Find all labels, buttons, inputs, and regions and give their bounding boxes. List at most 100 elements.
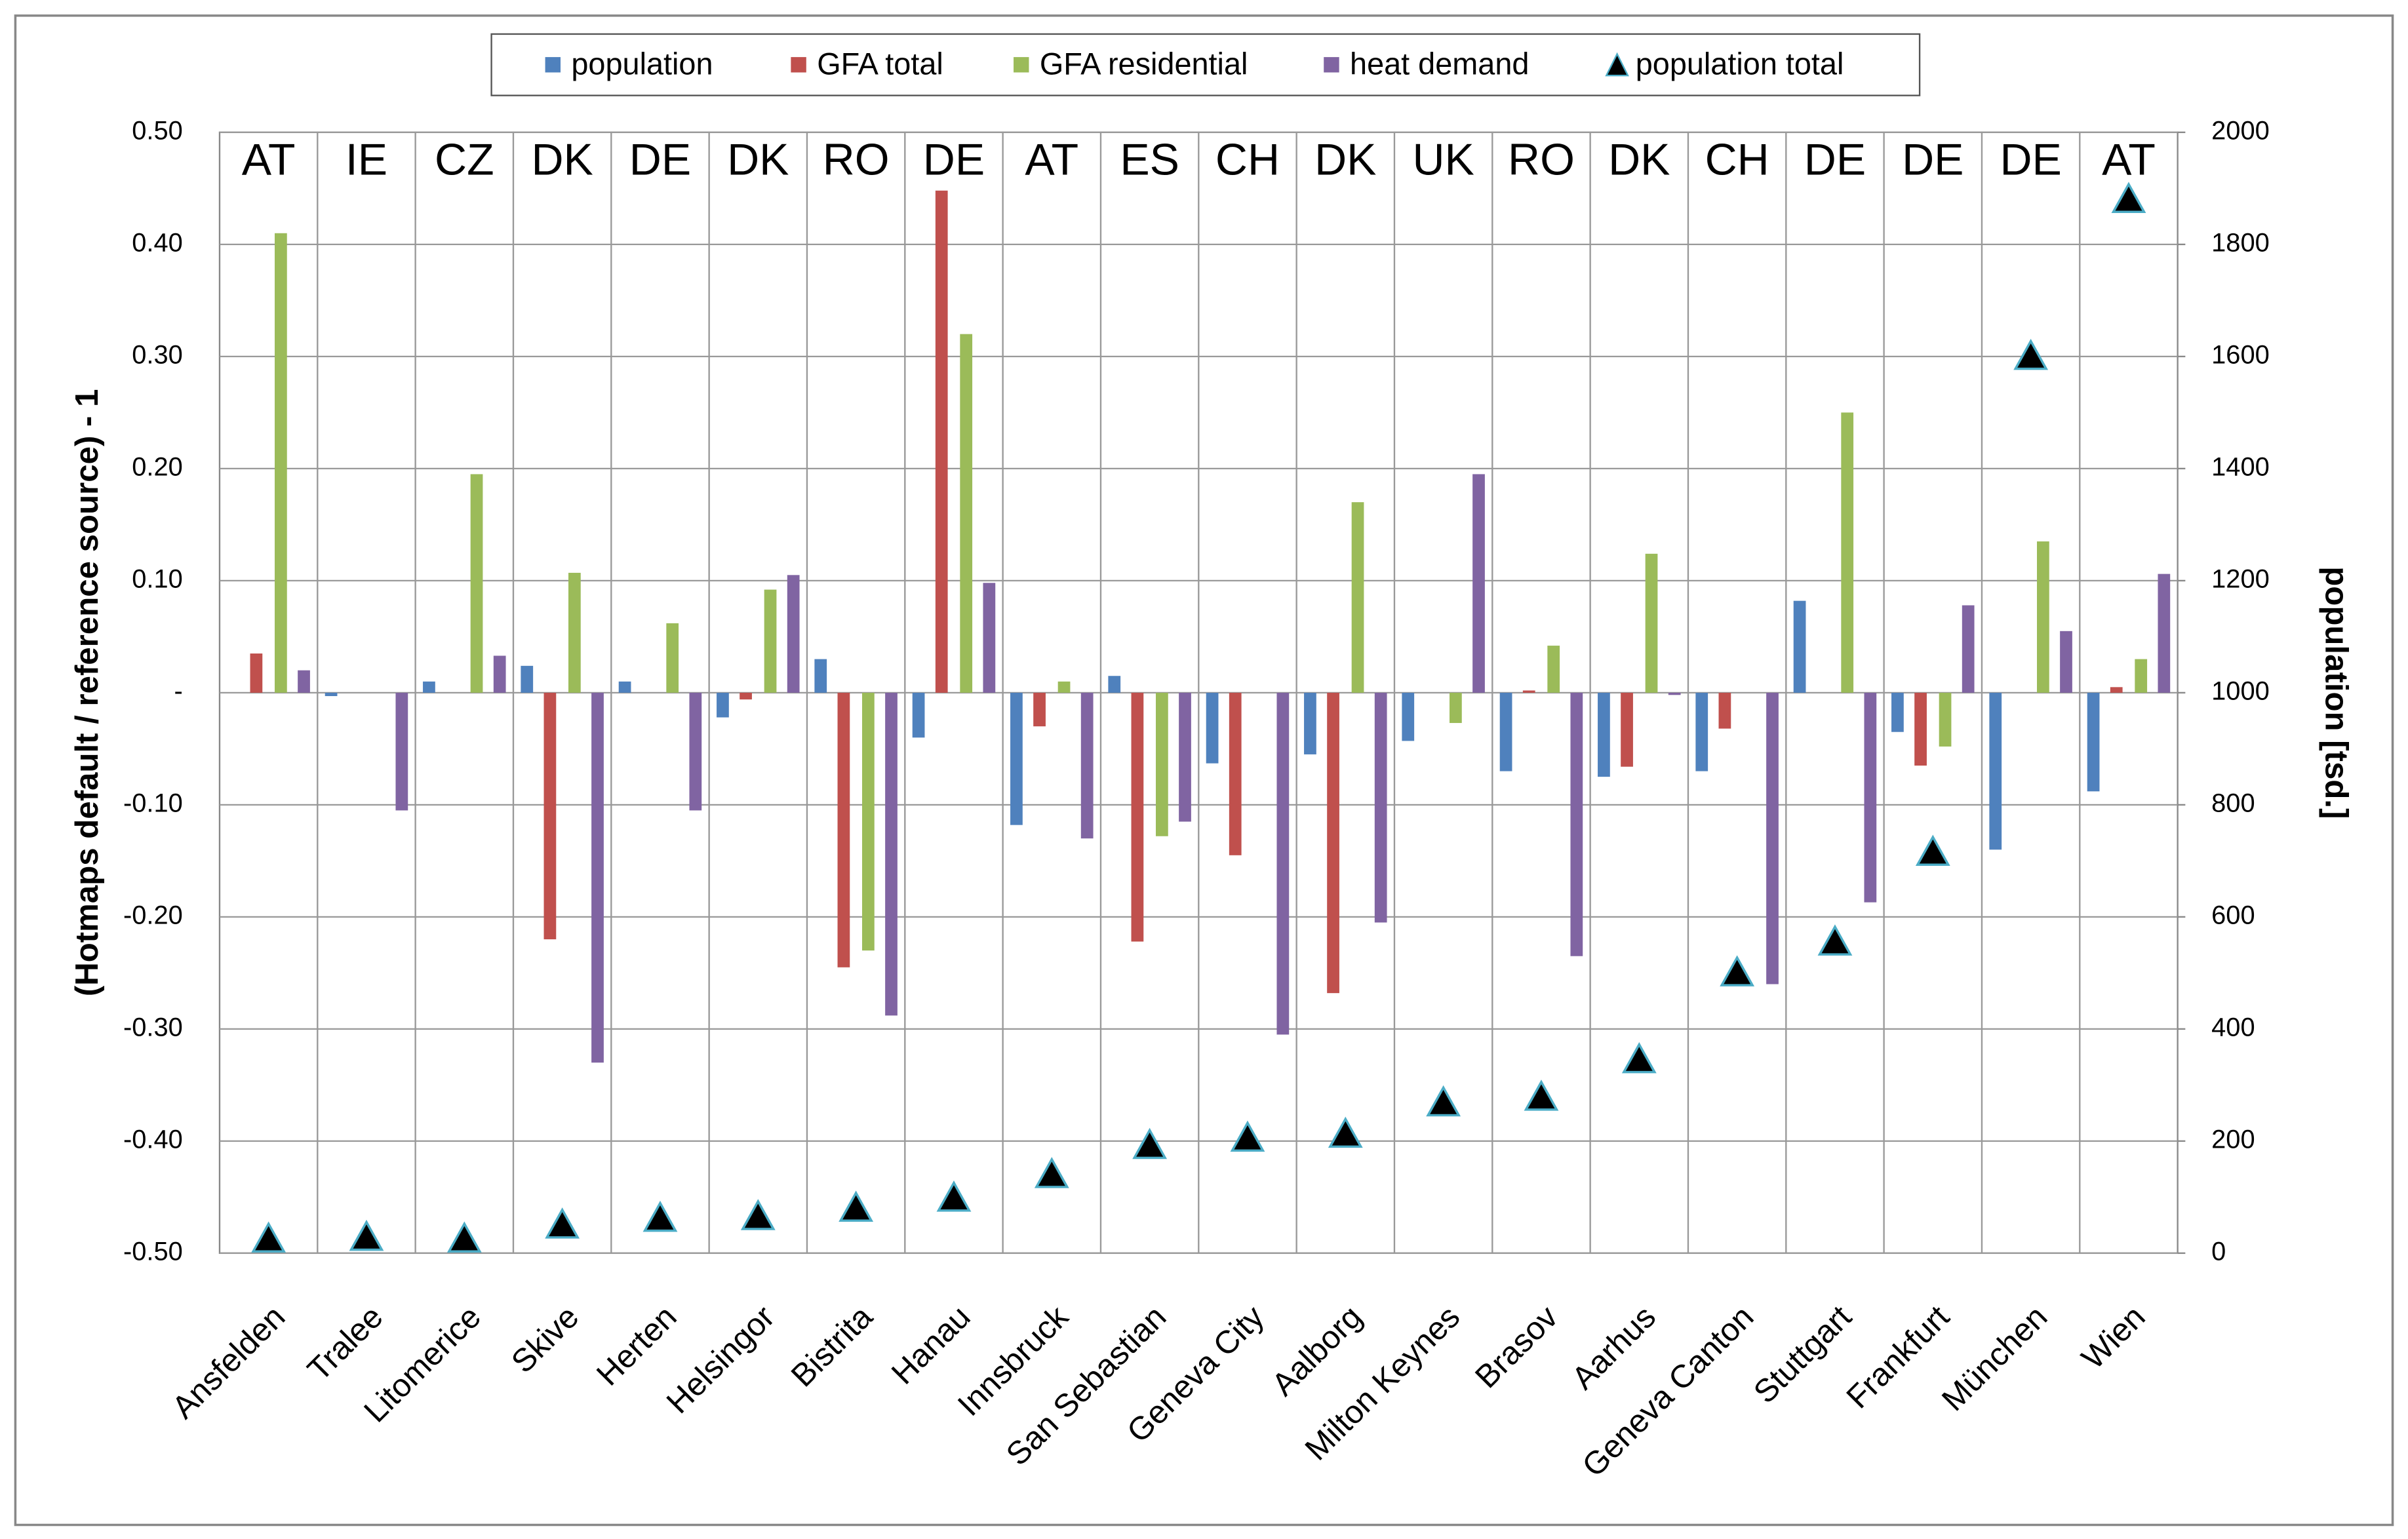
bar <box>787 575 800 693</box>
bar <box>1179 692 1191 822</box>
bar <box>1522 690 1535 693</box>
bar <box>1327 692 1339 994</box>
y2-tick-label: 1600 <box>2211 340 2270 369</box>
bar <box>1351 502 1364 693</box>
marker <box>1034 1157 1069 1188</box>
legend-marker <box>791 57 806 73</box>
country-code: AT <box>242 136 296 185</box>
marker <box>839 1190 874 1222</box>
marker <box>936 1180 972 1212</box>
country-code: AT <box>1025 136 1078 185</box>
country-code: DK <box>531 136 593 185</box>
legend-label: population total <box>1636 47 1844 81</box>
marker <box>1915 834 1950 867</box>
bar <box>1276 692 1290 1035</box>
legend-marker <box>1605 52 1629 77</box>
bar <box>1010 692 1023 825</box>
marker <box>1230 1120 1265 1152</box>
marker <box>1621 1042 1657 1074</box>
bar <box>1229 692 1242 855</box>
marker <box>1328 1116 1363 1148</box>
country-code: ES <box>1120 136 1179 185</box>
country-code: DE <box>923 136 985 185</box>
bar <box>618 681 631 693</box>
bar <box>1864 692 1877 903</box>
y-tick-label: -0.10 <box>123 789 183 817</box>
legend-label: heat demand <box>1350 47 1529 81</box>
y2-axis-title: population [tsd.] <box>2319 566 2355 819</box>
legend-marker <box>1324 57 1339 73</box>
y2-tick-label: 400 <box>2211 1013 2255 1042</box>
marker <box>642 1200 678 1232</box>
bar <box>912 692 925 738</box>
bar <box>2110 687 2123 693</box>
bar <box>1718 692 1731 729</box>
bar <box>1989 692 2002 850</box>
marker <box>1524 1080 1559 1111</box>
marker <box>349 1219 384 1251</box>
marker <box>740 1199 776 1230</box>
y2-tick-label: 1000 <box>2211 676 2270 705</box>
bar <box>1939 692 1952 747</box>
country-code: CZ <box>435 136 494 185</box>
marker <box>545 1207 580 1239</box>
bar <box>1108 676 1121 693</box>
y2-tick-label: 600 <box>2211 901 2255 929</box>
bar <box>1695 692 1708 771</box>
y-tick-label: -0.50 <box>123 1237 183 1266</box>
country-code: RO <box>823 136 890 185</box>
country-code: DK <box>727 136 789 185</box>
bar <box>1891 692 1904 732</box>
y-tick-label: -0.40 <box>123 1125 183 1154</box>
bar <box>1547 646 1560 693</box>
bar <box>591 692 604 1063</box>
y-tick-label: 0.50 <box>132 116 183 145</box>
y2-tick-label: 800 <box>2211 789 2255 817</box>
bar <box>423 681 435 693</box>
bar <box>521 665 534 693</box>
y-tick-label: 0.20 <box>132 452 183 481</box>
bar <box>837 692 850 967</box>
bar <box>740 692 752 700</box>
country-code: UK <box>1412 136 1474 185</box>
bar <box>1057 681 1071 693</box>
y-tick-label: -0.20 <box>123 901 183 929</box>
bar <box>1080 692 1094 839</box>
bar <box>1156 692 1168 836</box>
legend-box <box>490 33 1921 96</box>
bar <box>568 572 581 693</box>
y-tick-label: -0.30 <box>123 1013 183 1042</box>
bar <box>1304 692 1316 754</box>
y-tick-label: - <box>174 676 182 705</box>
legend-marker <box>545 57 561 73</box>
marker <box>1720 955 1755 986</box>
country-code: RO <box>1508 136 1575 185</box>
country-code: DE <box>1902 136 1964 185</box>
bar <box>1499 692 1512 771</box>
bar <box>325 692 338 697</box>
bar <box>666 623 679 693</box>
bar <box>275 233 287 693</box>
marker <box>1817 924 1853 956</box>
bar <box>1206 692 1219 764</box>
bar <box>1374 692 1387 923</box>
bar <box>1841 412 1854 693</box>
bar <box>250 653 263 693</box>
bar <box>2158 574 2171 693</box>
bar <box>1570 692 1583 956</box>
y-tick-label: 0.40 <box>132 228 183 257</box>
bar <box>689 692 702 811</box>
y2-tick-label: 1200 <box>2211 564 2270 593</box>
bar <box>298 670 310 693</box>
y2-tick-label: 1800 <box>2211 228 2270 257</box>
y2-tick-label: 2000 <box>2211 116 2270 145</box>
legend-label: GFA total <box>817 47 943 81</box>
bar <box>1598 692 1610 777</box>
country-code: AT <box>2102 136 2156 185</box>
bar <box>1766 692 1779 984</box>
bar <box>935 190 948 693</box>
bar <box>543 692 557 940</box>
y2-tick-label: 0 <box>2211 1237 2226 1266</box>
bar <box>885 692 898 1016</box>
bar <box>983 583 996 693</box>
